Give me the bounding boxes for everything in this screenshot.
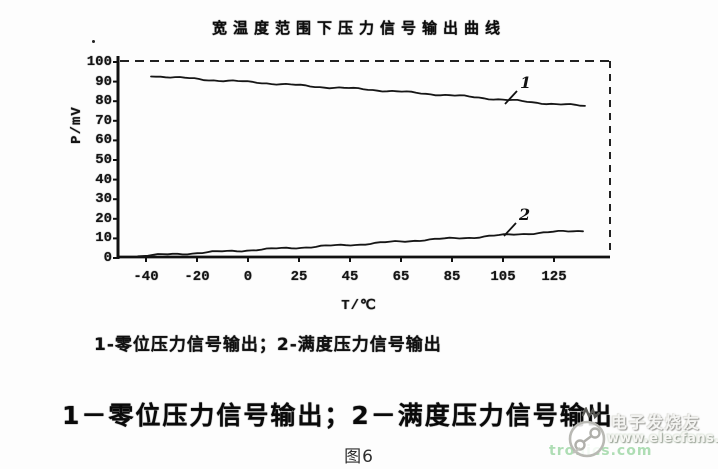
figure-number: 图6 [344, 447, 374, 467]
plot-area: 12 [113, 56, 611, 262]
x-tick-label: 65 [392, 269, 410, 285]
y-tick-label: 0 [103, 250, 112, 266]
series-line-2 [137, 229, 584, 258]
series-annotation-2: 2 [518, 205, 530, 224]
y-tick-label: 20 [95, 210, 112, 227]
watermark-url: www.elecfans.com [607, 431, 718, 446]
series-line-1 [150, 75, 586, 107]
watermark: tronics.com 电子发烧友 www.elecfans.com [549, 401, 718, 469]
x-tick-label: 25 [290, 269, 308, 285]
y-tick-label: 50 [95, 152, 112, 168]
x-tick-label: -20 [184, 269, 210, 285]
y-tick-label: 10 [95, 230, 112, 247]
watermark-brand: 电子发烧友 [611, 413, 702, 432]
legend-caption-large: 1－零位压力信号输出；2－满度压力信号输出 [62, 401, 614, 430]
x-tick-label: 105 [490, 269, 516, 285]
y-tick-label: 80 [95, 93, 112, 110]
x-tick-label: 125 [541, 269, 567, 285]
series-annotation-1: 1 [520, 73, 531, 92]
legend-caption-small: 1-零位压力信号输出；2-满度压力信号输出 [94, 335, 442, 355]
x-axis-label: T/℃ [341, 298, 377, 314]
x-tick-label: 85 [443, 269, 461, 285]
x-tick-label: 0 [243, 269, 253, 285]
y-tick-label: 40 [95, 171, 112, 188]
x-tick-label: -40 [133, 269, 159, 285]
y-tick-label: 30 [95, 191, 112, 208]
y-tick-label: 60 [95, 132, 112, 149]
y-tick-label: 70 [95, 112, 112, 129]
y-tick-label: 90 [95, 73, 112, 90]
chart-title: 宽温度范围下压力信号输出曲线 [211, 19, 506, 37]
scan-noise-dot [92, 40, 95, 43]
y-tick-label: 100 [86, 54, 112, 70]
elecfans-logo-icon [568, 407, 606, 458]
x-tick-label: 45 [341, 269, 359, 285]
